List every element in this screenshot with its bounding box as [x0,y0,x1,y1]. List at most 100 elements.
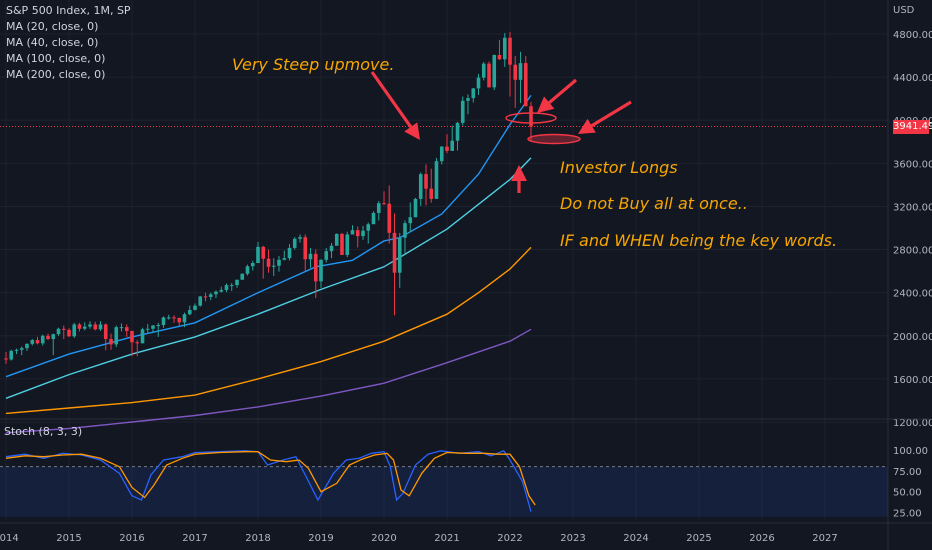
candle-body [56,328,61,335]
candle-body [277,259,281,266]
candle-body [19,348,24,350]
candle-body [103,324,108,340]
x-tick-label: 2014 [0,533,19,544]
candle-body [261,246,266,259]
candle-body [140,329,145,344]
candle-body [61,328,66,330]
ma-line-3 [5,246,532,415]
candle-body [109,339,113,345]
candle-body [35,340,40,344]
x-tick-label: 2026 [749,533,774,544]
candle-body [513,64,518,80]
candle-body [119,327,124,329]
candle-body [203,296,208,298]
y-tick-label: 3200.00 [893,202,932,213]
candle-body [481,63,486,78]
x-tick-label: 2025 [686,533,711,544]
candle-body [424,174,428,189]
legend-ma20: MA (20, close, 0) [6,20,99,33]
ma-line-2 [5,157,532,399]
candle-body [114,327,119,345]
chart-legend: S&P 500 Index, 1M, SP MA (20, close, 0) … [6,3,131,83]
candle-body [46,335,50,340]
x-tick-label: 2023 [560,533,585,544]
candle-body [51,334,56,340]
candle-body [30,340,35,344]
candle-body [397,237,402,273]
legend-ma40: MA (40, close, 0) [6,36,99,49]
candle-body [14,349,19,351]
candle-body [292,238,297,248]
x-tick-label: 2019 [308,533,333,544]
candle-body [313,253,318,282]
arrow-steep-head [404,122,420,140]
legend-ma200: MA (200, close, 0) [6,68,106,81]
candle-body [156,325,161,326]
ma-line-4 [5,328,532,434]
arrow-ellipse-1-head [537,96,555,113]
candle-body [145,328,150,330]
support-ellipse-2 [527,133,581,145]
candle-body [88,324,92,327]
candle-body [308,253,313,260]
candle-body [455,122,460,141]
candle-body [135,342,140,344]
candle-body [466,98,470,101]
x-tick-label: 2015 [56,533,81,544]
candle-body [439,146,444,162]
x-tick-label: 2020 [371,533,396,544]
y-tick-label: 1600.00 [893,375,932,386]
candle-body [403,223,407,238]
candle-body [182,314,187,323]
stoch-band [0,466,888,517]
y-tick-label: 4800.00 [893,30,932,41]
candle-body [334,233,339,246]
candle-body [366,224,371,231]
candle-body [245,266,250,274]
candle-body [413,198,418,218]
candle-body [303,237,308,260]
candle-body [72,324,77,337]
candle-body [529,106,533,127]
support-ellipse-1 [505,112,557,124]
candle-body [266,258,271,267]
candle-body [250,263,255,267]
candle-body [319,259,323,282]
candle-body [371,212,376,225]
candle-body [492,55,497,88]
candle-body [508,37,512,65]
arrow-ellipse-1-shaft [548,78,578,104]
candle-body [161,317,166,325]
last-price-tag: 3941.49 [893,119,932,134]
candle-body [340,233,344,255]
candle-body [187,309,192,315]
candle-body [208,294,213,297]
candle-body [240,273,245,280]
candle-body [287,247,292,259]
candle-body [392,232,397,273]
candle-body [82,326,87,329]
candle-body [219,289,224,292]
candle-body [256,246,260,264]
candle-body [450,140,455,151]
arrow-ellipse-2-shaft [590,100,632,128]
y-tick-label: 1200.00 [893,418,932,429]
candle-body [9,350,14,360]
candle-body [471,88,476,99]
annotation-do-not-buy: Do not Buy all at once.. [560,194,748,213]
candle-body [172,317,176,319]
candle-body [282,258,287,260]
y-tick-label: 3600.00 [893,159,932,170]
annotation-investor-longs: Investor Longs [560,158,678,177]
candle-body [98,324,103,330]
candle-body [355,230,360,237]
candle-body [124,327,129,331]
candle-body [214,291,218,295]
candle-body [497,55,502,60]
candle-body [67,329,71,337]
legend-ma100: MA (100, close, 0) [6,52,106,65]
candle-body [271,265,276,267]
stoch-y-tick-label: 75.00 [893,467,922,478]
